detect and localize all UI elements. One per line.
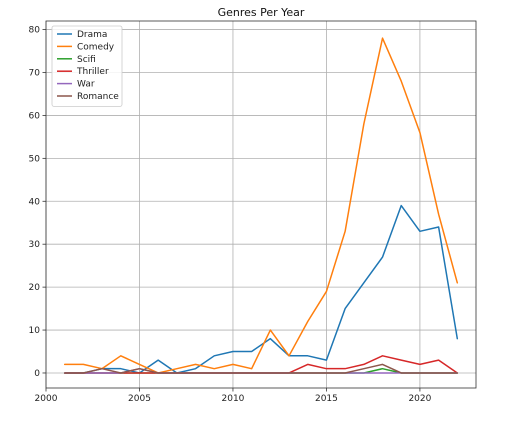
- legend-label-thriller: Thriller: [76, 67, 109, 77]
- x-tick-label: 2015: [315, 394, 338, 404]
- y-tick-label: 80: [29, 26, 41, 36]
- y-tick-label: 20: [29, 283, 41, 293]
- legend: Drama Comedy Scifi Thriller War Romance: [51, 25, 123, 107]
- x-axis: 2000 2005 2010 2015 2020: [35, 388, 432, 404]
- y-tick-label: 50: [29, 154, 41, 164]
- legend-label-scifi: Scifi: [77, 55, 96, 65]
- series-line-comedy: [63, 37, 459, 374]
- y-axis: 0 10 20 30 40 50 60 70 80: [29, 26, 46, 379]
- x-tick-label: 2010: [222, 394, 245, 404]
- legend-label-drama: Drama: [77, 30, 107, 40]
- grid: [45, 21, 476, 388]
- legend-label-comedy: Comedy: [77, 42, 115, 52]
- y-tick-label: 60: [29, 111, 41, 121]
- y-tick-label: 0: [34, 369, 40, 379]
- legend-label-war: War: [77, 80, 95, 90]
- x-tick-label: 2000: [35, 394, 58, 404]
- series-line-romance: [63, 363, 459, 374]
- y-tick-label: 30: [29, 240, 41, 250]
- plot-frame: [45, 20, 477, 389]
- series-lines: [63, 37, 459, 374]
- x-tick-label: 2005: [128, 394, 151, 404]
- y-tick-label: 40: [29, 197, 41, 207]
- x-tick-label: 2020: [408, 394, 431, 404]
- chart-title: Genres Per Year: [218, 6, 305, 19]
- legend-label-romance: Romance: [77, 92, 119, 102]
- y-tick-label: 10: [29, 326, 41, 336]
- y-tick-label: 70: [29, 69, 41, 79]
